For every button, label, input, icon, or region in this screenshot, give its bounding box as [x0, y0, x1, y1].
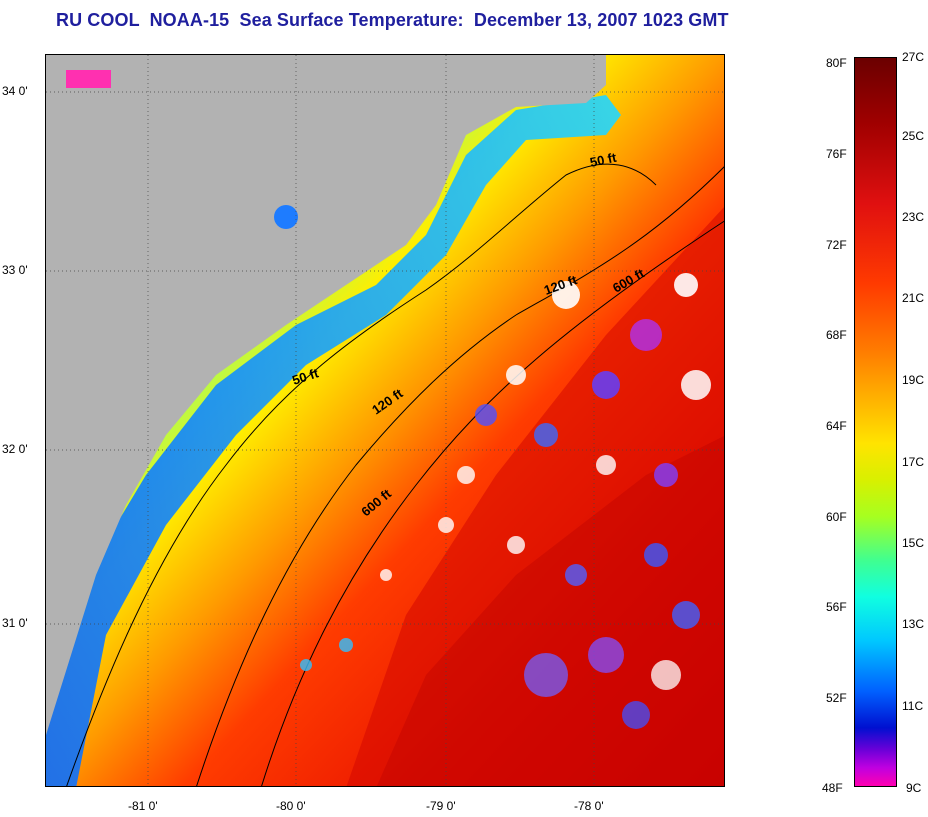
colorbar-f-label: 80F — [826, 56, 847, 70]
sst-map-graphic: 50 ft 50 ft 120 ft 120 ft 600 ft 600 ft — [46, 55, 724, 786]
colorbar-f-label: 52F — [826, 691, 847, 705]
colorbar-c-label: 23C — [902, 210, 925, 224]
gulf-stream-core — [376, 436, 724, 786]
temperature-colorbar — [854, 57, 897, 787]
isobath-50ft-line — [66, 163, 657, 786]
colorbar-f-label: 64F — [826, 419, 847, 433]
cloud-artifacts — [300, 273, 711, 729]
lat-label-31: 31 0' — [2, 616, 28, 630]
colorbar-f-label: 68F — [826, 328, 847, 342]
colorbar-c-label: 17C — [902, 455, 925, 469]
colorbar-f-label: 56F — [826, 600, 847, 614]
lat-label-34: 34 0' — [2, 84, 28, 98]
colorbar-f-label: 76F — [826, 147, 847, 161]
isobath-600ft-line — [261, 220, 724, 786]
lat-lon-grid — [46, 55, 724, 786]
colorbar-c-label: 13C — [902, 617, 925, 631]
colorbar-c-label: 25C — [902, 129, 925, 143]
map-title: RU COOL NOAA-15 Sea Surface Temperature:… — [56, 10, 729, 30]
lat-label-33: 33 0' — [2, 263, 28, 277]
colorbar-c-label: 19C — [902, 373, 925, 387]
colorbar-c-label: 9C — [906, 781, 922, 795]
inland-warm-spot — [66, 70, 111, 88]
colorbar-f-label: 48F — [822, 781, 843, 795]
colorbar-c-label: 15C — [902, 536, 925, 550]
colorbar-f-label: 72F — [826, 238, 847, 252]
isobath-label-50ft-north: 50 ft — [589, 150, 619, 170]
isobath-120ft-line — [196, 166, 724, 786]
lon-label-78: -78 0' — [574, 799, 604, 813]
colorbar-c-label: 27C — [902, 50, 925, 64]
lon-label-80: -80 0' — [276, 799, 306, 813]
colorbar-c-label: 21C — [902, 291, 925, 305]
land-area — [46, 55, 606, 735]
sst-map: 50 ft 50 ft 120 ft 120 ft 600 ft 600 ft — [45, 54, 725, 787]
colorbar-f-label: 60F — [826, 510, 847, 524]
colorbar-c-label: 11C — [902, 699, 924, 713]
lon-label-81: -81 0' — [128, 799, 158, 813]
inland-lake — [274, 205, 298, 229]
gulf-stream-region — [346, 207, 724, 786]
lat-label-32: 32 0' — [2, 442, 28, 456]
lon-label-79: -79 0' — [426, 799, 456, 813]
isobath-contours — [66, 163, 724, 786]
